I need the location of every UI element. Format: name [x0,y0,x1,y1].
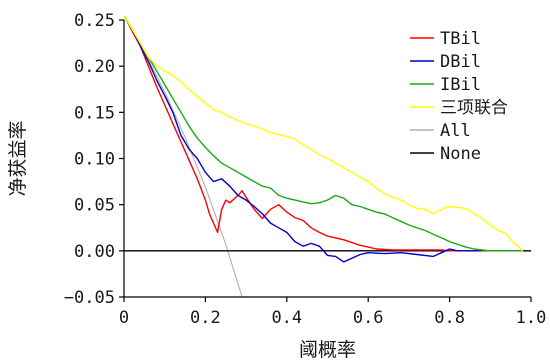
y-axis-ticks: −0.05 0.00 0.05 0.10 0.15 0.20 0.25 [64,11,124,308]
legend-item: DBil [410,52,481,72]
x-tick-label: 1.0 [516,308,547,328]
series-line-三项联合 [124,16,524,252]
y-tick-label: 0.10 [74,150,115,170]
legend-label: TBil [440,29,481,49]
legend-item: IBil [410,75,481,95]
x-axis-ticks: 0 0.2 0.4 0.6 0.8 1.0 [119,297,546,328]
x-tick-label: 0.6 [353,308,384,328]
x-tick-label: 0 [119,308,129,328]
x-tick-label: 0.2 [190,308,221,328]
x-tick-label: 0.4 [271,308,302,328]
series-line-TBil [124,16,523,252]
series-layer [124,16,531,297]
y-tick-label: 0.15 [74,103,115,123]
legend-label: 三项联合 [440,98,508,118]
series-line-DBil [124,16,483,263]
y-tick-label: −0.05 [64,288,115,308]
y-axis-title: 净获益率 [7,120,29,196]
y-tick-label: 0.20 [74,57,115,77]
legend-label: DBil [440,52,481,72]
plot-area: −0.05 0.00 0.05 0.10 0.15 0.20 0.25 0 0.2 0.4 0.6… [64,11,547,328]
legend: TBil DBil IBil 三项联合 All None [410,29,508,164]
legend-item: TBil [410,29,481,49]
y-tick-label: 0.25 [74,11,115,31]
y-tick-label: 0.00 [74,242,115,262]
legend-item: 三项联合 [410,98,508,118]
series-line-IBil [124,16,523,252]
series-line-All [124,16,243,297]
y-tick-label: 0.05 [74,196,115,216]
legend-item: None [410,144,481,164]
legend-item: All [410,121,471,141]
legend-label: All [440,121,471,141]
x-axis-title: 阈概率 [299,339,356,361]
x-tick-label: 0.8 [434,308,465,328]
legend-label: IBil [440,75,481,95]
legend-label: None [440,144,481,164]
